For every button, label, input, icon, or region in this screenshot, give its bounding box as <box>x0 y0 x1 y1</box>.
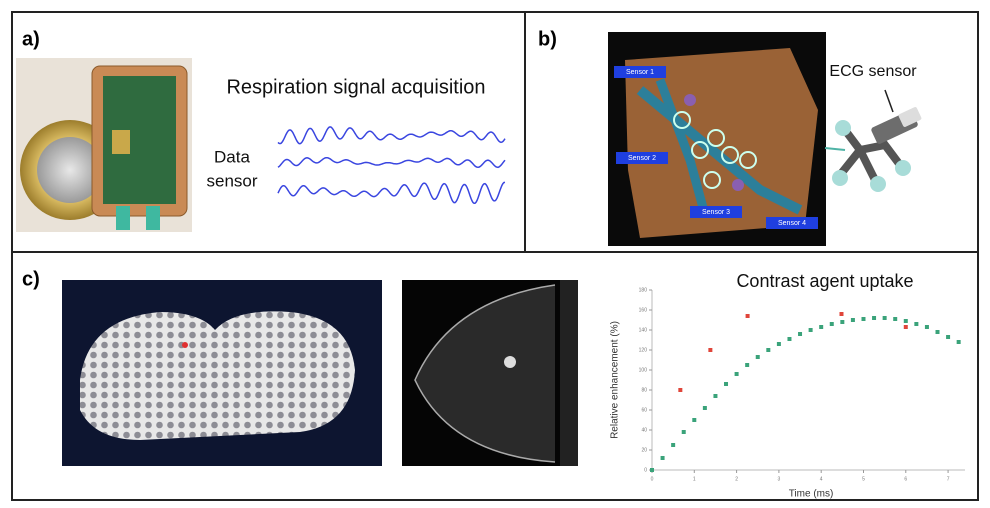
x-tick-label: 3 <box>778 476 781 482</box>
point <box>904 319 908 323</box>
waveforms <box>278 127 505 203</box>
point <box>766 348 770 352</box>
x-tick-label: 2 <box>735 476 738 482</box>
point <box>883 316 887 320</box>
y-tick-label: 80 <box>641 387 647 393</box>
y-tick-label: 180 <box>639 287 648 293</box>
waveform <box>278 158 505 168</box>
point <box>661 456 665 460</box>
sensor-label: Data <box>214 147 250 166</box>
sensor-tag: Sensor 3 <box>702 209 730 216</box>
point <box>682 430 686 434</box>
point <box>936 330 940 334</box>
y-tick-label: 40 <box>641 427 647 433</box>
y-tick-label: 100 <box>639 367 648 373</box>
point <box>893 317 897 321</box>
point <box>777 342 781 346</box>
x-tick-label: 6 <box>904 476 907 482</box>
waveform <box>278 127 505 144</box>
y-tick-label: 20 <box>641 447 647 453</box>
chart: Contrast agent uptake Time (ms) Relative… <box>610 271 965 500</box>
y-tick-label: 120 <box>639 347 648 353</box>
point <box>830 322 834 326</box>
point <box>872 316 876 320</box>
y-tick-label: 0 <box>644 467 647 473</box>
waveform <box>278 182 505 203</box>
point <box>703 406 707 410</box>
point <box>708 348 712 352</box>
x-tick-label: 1 <box>693 476 696 482</box>
point <box>678 388 682 392</box>
y-axis-label: Relative enhancement (%) <box>610 321 621 439</box>
point <box>650 468 654 472</box>
point <box>946 335 950 339</box>
panel-label: b) <box>538 28 557 50</box>
x-tick-label: 4 <box>820 476 823 482</box>
x-tick-label: 7 <box>947 476 950 482</box>
sensor-tag: Sensor 2 <box>628 155 656 162</box>
y-tick-label: 140 <box>639 327 648 333</box>
point <box>819 325 823 329</box>
point <box>904 325 908 329</box>
point <box>756 355 760 359</box>
panel-label: a) <box>22 28 40 50</box>
chart-title: Contrast agent uptake <box>736 271 913 291</box>
mesh-photo <box>62 280 382 466</box>
point <box>724 382 728 386</box>
point <box>671 443 675 447</box>
point <box>746 314 750 318</box>
sensor-tag: Sensor 1 <box>626 69 654 76</box>
point <box>798 332 802 336</box>
point <box>914 322 918 326</box>
point <box>851 318 855 322</box>
sensor-label: sensor <box>206 171 257 190</box>
point <box>787 337 791 341</box>
panel-label: c) <box>22 268 40 290</box>
point <box>957 340 961 344</box>
point <box>692 418 696 422</box>
sensor-tag: Sensor 4 <box>778 220 806 227</box>
point <box>809 328 813 332</box>
point <box>735 372 739 376</box>
panel-title: Respiration signal acquisition <box>226 76 485 98</box>
y-tick-label: 160 <box>639 307 648 313</box>
device-photo <box>16 58 192 232</box>
figure: a) Respiration signal acquisition Data s… <box>0 0 990 503</box>
x-axis-label: Time (ms) <box>789 489 834 500</box>
mri-image <box>402 280 578 466</box>
point <box>840 320 844 324</box>
point <box>925 325 929 329</box>
y-tick-label: 60 <box>641 407 647 413</box>
ecg-sensor <box>825 90 922 192</box>
device-label: ECG sensor <box>829 63 917 80</box>
point <box>861 317 865 321</box>
point <box>745 363 749 367</box>
point <box>713 394 717 398</box>
x-tick-label: 5 <box>862 476 865 482</box>
x-tick-label: 0 <box>651 476 654 482</box>
point <box>839 312 843 316</box>
